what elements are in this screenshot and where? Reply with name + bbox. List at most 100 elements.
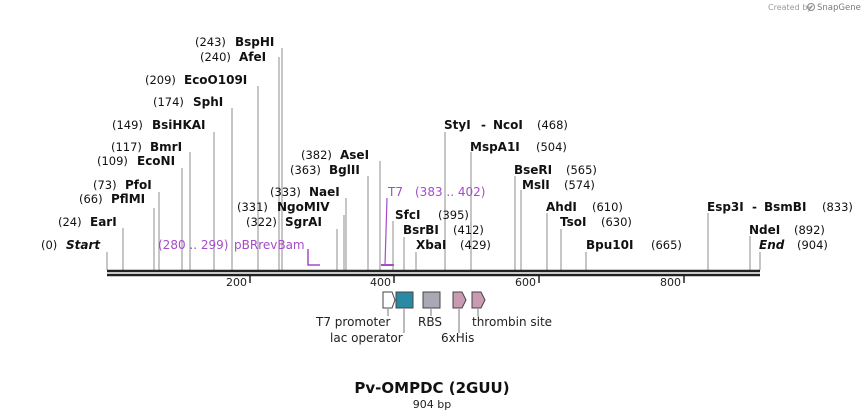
site-position: (382) xyxy=(301,148,332,162)
site-enzyme: XbaI xyxy=(416,238,446,252)
features: T7 promoter lac operator RBS 6xHis throm… xyxy=(315,291,552,345)
feature-label: RBS xyxy=(418,315,442,329)
site-AseI[interactable]: (382) AseI xyxy=(301,148,369,162)
site-MspA1I[interactable]: MspA1I (504) xyxy=(470,140,567,154)
thrombin-site-feature[interactable] xyxy=(471,291,486,309)
site-enzyme: AfeI xyxy=(239,50,266,64)
site-position: (395) xyxy=(438,208,469,222)
site-position: (149) xyxy=(112,118,143,132)
credit-text: Created by xyxy=(768,3,812,12)
site-position: (243) xyxy=(195,35,226,49)
site-StyI-NcoI[interactable]: StyI - NcoI (468) xyxy=(444,118,568,132)
site-enzyme: Esp3I xyxy=(707,200,744,214)
site-enzyme: MspA1I xyxy=(470,140,520,154)
site-position: (610) xyxy=(592,200,623,214)
feature-label: T7 promoter xyxy=(315,315,391,329)
restriction-sites: (243) BspHI (240) AfeI (209) EcoO109I (1… xyxy=(41,35,853,252)
primer-T7[interactable]: T7 (383 .. 402) xyxy=(381,185,485,266)
site-enzyme: Bpu10I xyxy=(586,238,633,252)
site-position: (322) xyxy=(246,215,277,229)
primer-range: (383 .. 402) xyxy=(415,185,485,199)
feature-label: 6xHis xyxy=(441,331,474,345)
lac-operator-feature[interactable] xyxy=(395,291,414,309)
site-enzyme: TsoI xyxy=(560,215,586,229)
site-NaeI[interactable]: (333) NaeI xyxy=(270,185,340,199)
site-SgrAI[interactable]: (322) SgrAI xyxy=(246,215,322,229)
site-enzyme-2: BsmBI xyxy=(764,200,806,214)
end-position: (904) xyxy=(797,238,828,252)
tick-label: 600 xyxy=(515,276,536,289)
site-lines xyxy=(106,48,761,270)
primer-name: pBRrevBam xyxy=(234,238,305,252)
start-name: Start xyxy=(66,238,101,252)
site-position: (209) xyxy=(145,73,176,87)
credit-brand: SnapGene xyxy=(817,3,861,13)
site-enzyme: BsiHKAI xyxy=(152,118,206,132)
site-TsoI[interactable]: TsoI (630) xyxy=(560,215,632,229)
site-separator: - xyxy=(481,118,486,132)
site-enzyme: BsrBI xyxy=(403,223,439,237)
site-enzyme: NgoMIV xyxy=(277,200,330,214)
feature-label: lac operator xyxy=(330,331,403,345)
site-enzyme: SfcI xyxy=(395,208,420,222)
site-position: (468) xyxy=(537,118,568,132)
tick-label: 200 xyxy=(226,276,247,289)
site-position: (892) xyxy=(794,223,825,237)
site-EarI[interactable]: (24) EarI xyxy=(58,215,117,229)
site-enzyme: NaeI xyxy=(309,185,340,199)
feature-label: thrombin site xyxy=(472,315,552,329)
rbs-feature[interactable] xyxy=(422,291,441,309)
site-enzyme: AhdI xyxy=(546,200,577,214)
site-Esp3I-BsmBI[interactable]: Esp3I - BsmBI (833) xyxy=(707,200,853,214)
site-BsrBI[interactable]: BsrBI (412) xyxy=(403,223,484,237)
start-label: (0) Start xyxy=(41,238,101,252)
site-position: (66) xyxy=(79,192,103,206)
site-enzyme: EarI xyxy=(90,215,117,229)
site-EcoO109I[interactable]: (209) EcoO109I xyxy=(145,73,247,87)
tick-label: 400 xyxy=(370,276,391,289)
6xhis-feature[interactable] xyxy=(452,291,467,309)
site-NdeI[interactable]: NdeI (892) xyxy=(749,223,825,237)
site-enzyme: NdeI xyxy=(749,223,780,237)
site-position: (24) xyxy=(58,215,82,229)
site-MslI[interactable]: MslI (574) xyxy=(522,178,595,192)
site-position: (665) xyxy=(651,238,682,252)
site-enzyme: PflMI xyxy=(111,192,145,206)
site-EcoNI[interactable]: (109) EcoNI xyxy=(97,154,175,168)
site-SfcI[interactable]: SfcI (395) xyxy=(395,208,469,222)
site-separator: - xyxy=(752,200,757,214)
site-enzyme: SphI xyxy=(193,95,223,109)
site-enzyme: SgrAI xyxy=(285,215,322,229)
site-position: (109) xyxy=(97,154,128,168)
site-PflMI[interactable]: (66) PflMI xyxy=(79,192,145,206)
site-BseRI[interactable]: BseRI (565) xyxy=(514,163,597,177)
primer-pBRrevBam[interactable]: (280 .. 299) pBRrevBam xyxy=(158,238,320,266)
site-AfeI[interactable]: (240) AfeI xyxy=(200,50,266,64)
site-BglII[interactable]: (363) BglII xyxy=(290,163,360,177)
tick-label: 800 xyxy=(660,276,681,289)
backbone xyxy=(107,269,760,277)
site-position: (117) xyxy=(111,140,142,154)
site-BspHI[interactable]: (243) BspHI xyxy=(195,35,274,49)
ruler-ticks: 200 400 600 800 xyxy=(226,276,685,289)
site-enzyme: BglII xyxy=(329,163,360,177)
site-enzyme: StyI xyxy=(444,118,471,132)
site-position: (429) xyxy=(460,238,491,252)
site-SphI[interactable]: (174) SphI xyxy=(153,95,223,109)
site-position: (630) xyxy=(601,215,632,229)
site-enzyme: EcoO109I xyxy=(184,73,247,87)
site-BsiHKAI[interactable]: (149) BsiHKAI xyxy=(112,118,206,132)
site-BmrI[interactable]: (117) BmrI xyxy=(111,140,182,154)
primer-range: (280 .. 299) xyxy=(158,238,228,252)
primer-name: T7 xyxy=(387,185,403,199)
site-Bpu10I[interactable]: Bpu10I (665) xyxy=(586,238,682,252)
site-position: (565) xyxy=(566,163,597,177)
site-enzyme: BmrI xyxy=(150,140,182,154)
t7-promoter-feature[interactable] xyxy=(382,291,396,309)
end-name: End xyxy=(759,238,785,252)
site-XbaI[interactable]: XbaI (429) xyxy=(416,238,491,252)
site-PfoI[interactable]: (73) PfoI xyxy=(93,178,152,192)
site-enzyme: MslI xyxy=(522,178,550,192)
site-AhdI[interactable]: AhdI (610) xyxy=(546,200,623,214)
site-NgoMIV[interactable]: (331) NgoMIV xyxy=(237,200,330,214)
